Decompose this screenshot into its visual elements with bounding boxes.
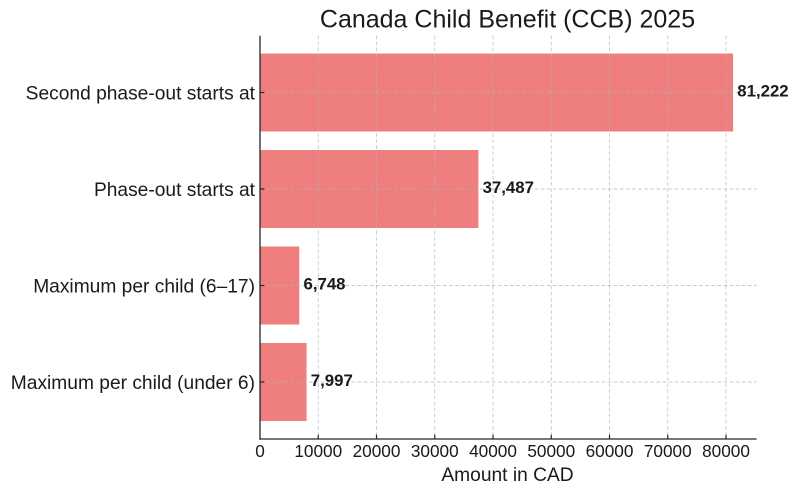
svg-text:40000: 40000 <box>469 441 517 461</box>
svg-text:70000: 70000 <box>644 441 692 461</box>
svg-text:Maximum per child (6–17): Maximum per child (6–17) <box>33 276 255 297</box>
svg-text:50000: 50000 <box>527 441 575 461</box>
svg-text:10000: 10000 <box>294 441 342 461</box>
svg-text:6,748: 6,748 <box>304 274 346 293</box>
svg-text:7,997: 7,997 <box>311 371 353 390</box>
svg-text:Amount in CAD: Amount in CAD <box>441 465 573 486</box>
svg-text:Second phase-out starts at: Second phase-out starts at <box>26 83 256 104</box>
svg-text:Phase-out starts at: Phase-out starts at <box>94 180 256 201</box>
svg-text:20000: 20000 <box>353 441 401 461</box>
svg-text:37,487: 37,487 <box>483 178 534 197</box>
svg-text:Canada Child Benefit (CCB) 202: Canada Child Benefit (CCB) 2025 <box>320 6 695 34</box>
svg-text:80000: 80000 <box>702 441 750 461</box>
svg-text:30000: 30000 <box>411 441 459 461</box>
svg-text:Maximum per child (under 6): Maximum per child (under 6) <box>11 373 255 394</box>
svg-text:0: 0 <box>255 441 265 461</box>
svg-text:60000: 60000 <box>586 441 634 461</box>
svg-text:81,222: 81,222 <box>737 81 788 100</box>
